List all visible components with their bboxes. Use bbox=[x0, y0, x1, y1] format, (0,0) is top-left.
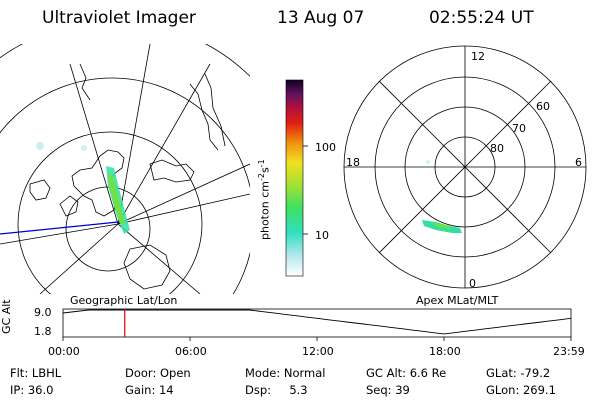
meridian-line bbox=[39, 223, 119, 294]
info-gc-alt: GC Alt: 6.6 Re bbox=[366, 366, 447, 380]
coastline bbox=[204, 73, 226, 147]
meridian-line bbox=[117, 163, 250, 225]
altitude-tick-low: 1.8 bbox=[34, 325, 52, 338]
coastline bbox=[29, 179, 51, 201]
altitude-plot-frame bbox=[62, 308, 572, 338]
mlt-label-18: 18 bbox=[346, 156, 360, 169]
mlt-line-diagonal bbox=[378, 80, 552, 254]
colorbar-tick-100: 100 bbox=[315, 141, 336, 154]
altitude-curve bbox=[62, 309, 572, 335]
meridian-line bbox=[0, 223, 119, 245]
time-tick: 23:59 bbox=[553, 345, 585, 358]
instrument-title: Ultraviolet Imager bbox=[42, 8, 196, 28]
altitude-tick-high: 9.0 bbox=[34, 306, 52, 319]
info-mode: Mode: Normal bbox=[245, 366, 326, 380]
geographic-map bbox=[0, 44, 250, 294]
meridian-line bbox=[69, 63, 119, 225]
meridian-line bbox=[117, 193, 250, 225]
latitude-circle bbox=[0, 44, 250, 77]
coastline bbox=[123, 244, 171, 290]
info-glon: GLon: 269.1 bbox=[486, 383, 556, 397]
info-door: Door: Open bbox=[125, 366, 191, 380]
info-ip: IP: 36.0 bbox=[10, 383, 54, 397]
meridian-line bbox=[117, 44, 151, 225]
altitude-axis-label: GC Alt bbox=[0, 299, 13, 334]
meridian-line bbox=[117, 223, 201, 294]
info-glat: GLat: -79.2 bbox=[486, 366, 551, 380]
latitude-circle bbox=[65, 186, 151, 272]
coastline bbox=[189, 83, 219, 151]
info-seq: Seq: 39 bbox=[366, 383, 410, 397]
time-tick: 12:00 bbox=[302, 345, 334, 358]
info-filter: Flt: LBHL bbox=[10, 366, 62, 380]
info-gain: Gain: 14 bbox=[125, 383, 174, 397]
info-dsp: Dsp: 5.3 bbox=[245, 383, 308, 397]
geographic-map-label: Geographic Lat/Lon bbox=[70, 294, 178, 307]
latitude-circle bbox=[17, 131, 203, 294]
mlt-label-6: 6 bbox=[575, 156, 582, 169]
meridian-line bbox=[117, 63, 211, 225]
polar-auroral-emission bbox=[422, 160, 462, 233]
colorbar-gradient bbox=[285, 79, 304, 277]
apex-map-label: Apex MLat/MLT bbox=[416, 294, 499, 307]
mlat-label-70: 70 bbox=[512, 122, 526, 135]
time-tick: 00:00 bbox=[48, 345, 80, 358]
coastline bbox=[71, 149, 125, 217]
observation-time: 02:55:24 UT bbox=[429, 8, 534, 28]
time-tick: 18:00 bbox=[429, 345, 461, 358]
coastline bbox=[79, 63, 91, 101]
satellite-track bbox=[0, 221, 119, 235]
coastline bbox=[149, 159, 195, 183]
polar-mlt-plot: 12 6 0 18 60 70 80 bbox=[343, 45, 587, 290]
altitude-timeline bbox=[62, 308, 572, 341]
colorbar-tick-10: 10 bbox=[315, 229, 329, 242]
auroral-emission bbox=[36, 142, 130, 234]
mlt-label-12: 12 bbox=[471, 50, 485, 63]
mlat-label-80: 80 bbox=[490, 142, 504, 155]
time-tick: 06:00 bbox=[175, 345, 207, 358]
mlat-label-60: 60 bbox=[536, 100, 550, 113]
mlt-label-0: 0 bbox=[469, 277, 476, 290]
observation-date: 13 Aug 07 bbox=[277, 8, 365, 28]
colorbar-label: photon cm-2s-1 bbox=[257, 159, 272, 240]
colorbar bbox=[285, 79, 308, 277]
coastline bbox=[59, 195, 79, 217]
latitude-circle bbox=[0, 77, 250, 294]
